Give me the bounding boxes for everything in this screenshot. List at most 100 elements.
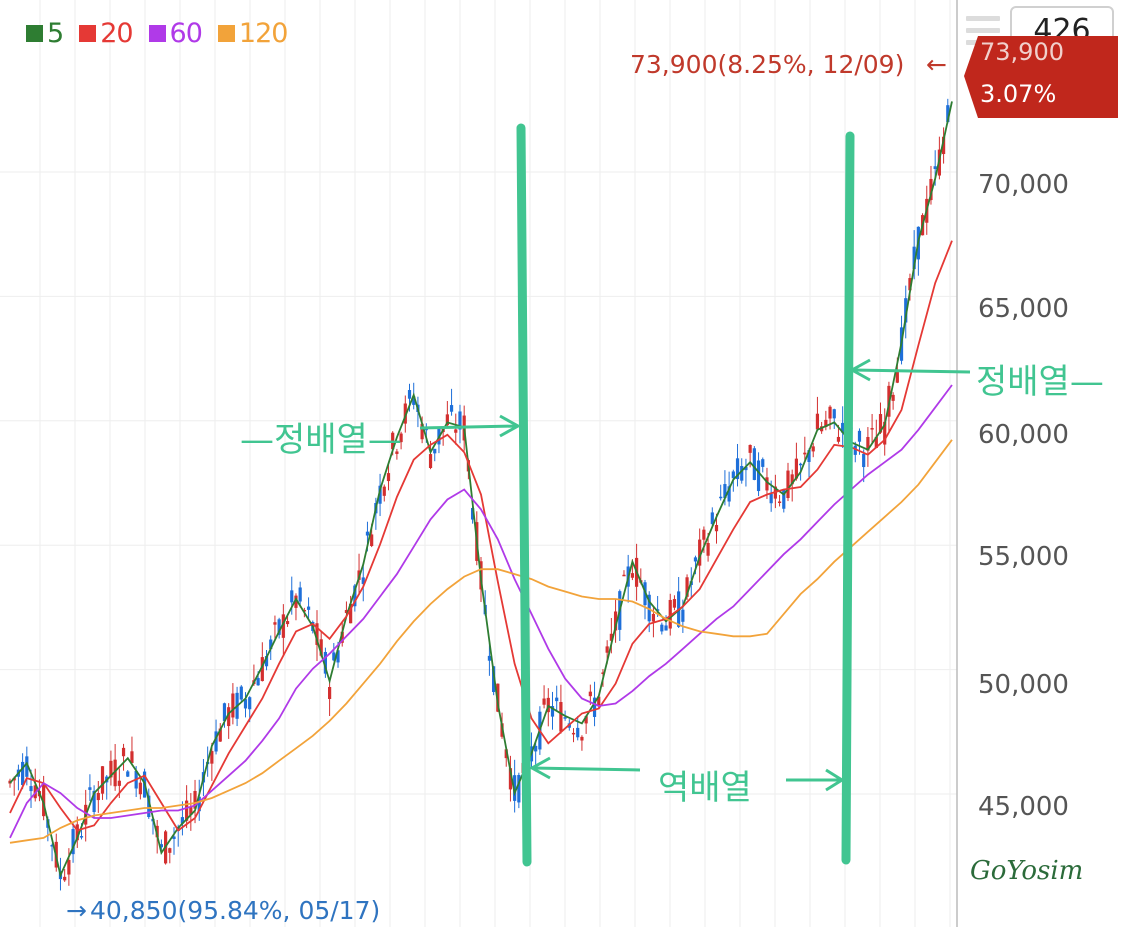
candle-body [660, 624, 664, 632]
ma-line-120 [9, 439, 953, 844]
legend-swatch [148, 25, 166, 42]
candle-body [803, 452, 807, 455]
candle-body [222, 703, 227, 721]
candle-body [168, 848, 172, 853]
candle-body [88, 787, 92, 790]
candle-body [904, 298, 908, 323]
candle-body [824, 419, 828, 428]
arrow-head [499, 414, 522, 438]
candle-body [79, 836, 84, 838]
candle-body [777, 501, 782, 503]
legend-item-20[interactable]: 20 [79, 18, 134, 49]
candle-body [794, 458, 799, 479]
candle-body [50, 845, 54, 847]
candle-body [264, 656, 269, 667]
candle-body [445, 414, 449, 426]
candle-body [361, 577, 365, 584]
candle-body [929, 178, 933, 201]
candle-body [285, 621, 290, 625]
candle-body [681, 609, 685, 622]
candle-body [698, 539, 702, 566]
candle-body [294, 595, 298, 608]
ma-line-60 [9, 384, 953, 839]
legend-item-60[interactable]: 60 [148, 18, 203, 49]
candle-body [306, 606, 311, 610]
candle-body [302, 610, 306, 612]
candle-body [290, 590, 294, 603]
candle-body [735, 458, 740, 480]
candle-body [790, 474, 794, 485]
candle-body [719, 496, 723, 499]
arrow-head [825, 768, 845, 792]
candle-body [883, 421, 887, 445]
candle-body [609, 633, 613, 641]
candle-body [197, 796, 201, 812]
candle-body [75, 824, 79, 841]
candle-body [121, 747, 126, 757]
candle-body [744, 466, 748, 471]
candle-body [403, 403, 407, 424]
candle-body [407, 390, 412, 399]
annotation-arrow [851, 368, 971, 374]
candle-body [534, 745, 538, 752]
candle-body [138, 782, 142, 795]
candle-body [731, 471, 735, 479]
candle-body [807, 450, 811, 462]
candle-body [685, 577, 689, 597]
candle-body [946, 105, 950, 123]
candle-body [109, 760, 113, 778]
candle-body [605, 646, 609, 653]
candle-body [349, 603, 353, 624]
candle-body [193, 790, 197, 809]
y-tick-label: 65,000 [978, 294, 1069, 324]
candle-body [365, 531, 370, 536]
candle-body [378, 485, 382, 504]
candle-body [601, 672, 605, 674]
annotation-bar-right [841, 131, 855, 865]
candle-body [672, 599, 677, 608]
candle-body [71, 829, 75, 855]
candle-body [559, 702, 563, 732]
candle-body [454, 429, 458, 433]
candle-body [891, 394, 895, 401]
legend-item-120[interactable]: 120 [217, 18, 288, 49]
candle-body [912, 246, 916, 270]
annotation-arrow [419, 424, 519, 430]
candle-body [332, 652, 336, 661]
signature: GoYosim [970, 856, 1084, 886]
legend-swatch [79, 25, 97, 42]
candle-body [328, 687, 332, 699]
candle-body [508, 768, 513, 790]
candle-body [433, 448, 437, 454]
candle-body [832, 409, 836, 419]
candle-body [159, 844, 163, 848]
candle-body [862, 453, 866, 468]
candle-body [723, 484, 727, 499]
annotation-arrow [531, 766, 641, 772]
vertical-grid [39, 0, 951, 927]
legend-item-5[interactable]: 5 [26, 18, 64, 49]
candle-body [256, 678, 260, 686]
candle-body [782, 489, 786, 509]
candle-body [42, 783, 46, 817]
candle-body [941, 136, 946, 155]
y-tick-label: 70,000 [978, 170, 1069, 200]
candle-body [857, 430, 862, 442]
candle-body [878, 414, 883, 433]
candle-body [664, 625, 668, 631]
candle-body [580, 736, 584, 741]
candle-body [449, 405, 454, 412]
candle-body [727, 486, 731, 502]
candle-body [576, 727, 580, 738]
candle-body [769, 493, 773, 504]
candle-body [487, 655, 492, 661]
candle-body [815, 413, 820, 430]
candle-body [298, 587, 302, 602]
candle-body [470, 507, 475, 520]
candle-body [214, 731, 218, 752]
y-tick-label: 45,000 [978, 792, 1069, 822]
candle-body [100, 766, 105, 794]
candle-body [117, 780, 121, 786]
arrow-left-icon: ← [926, 50, 947, 79]
